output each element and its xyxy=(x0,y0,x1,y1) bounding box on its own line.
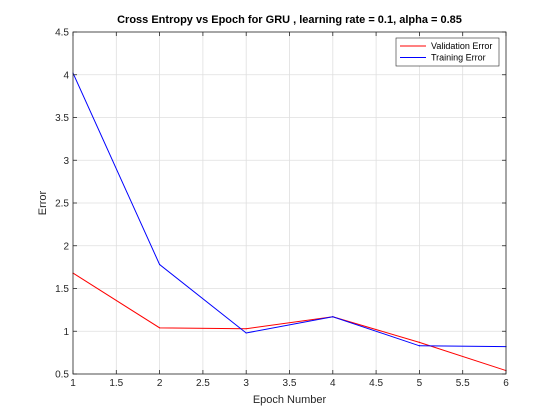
x-tick-label: 1.5 xyxy=(109,378,123,389)
data-point xyxy=(159,327,161,329)
x-tick-label: 4.5 xyxy=(369,378,383,389)
series-line-training-error xyxy=(72,72,507,348)
axis-ticks: 1 1.5 2 2.5 3 3.5 4 4.5 5 5.5 60.511.522.533.544.5 xyxy=(55,28,509,390)
x-tick-label: 3 xyxy=(243,378,249,389)
x-tick-label: 6 xyxy=(503,378,509,389)
x-tick-label: 1 xyxy=(70,378,76,389)
x-tick-label: 4 xyxy=(330,378,336,389)
legend: Validation Error Training Error xyxy=(395,37,500,67)
y-tick-label: 2.5 xyxy=(55,199,69,210)
x-tick-label: 2.5 xyxy=(196,378,210,389)
y-tick-label: 3.5 xyxy=(55,113,69,124)
data-point xyxy=(159,263,161,266)
y-tick-label: 2 xyxy=(63,241,69,252)
x-tick-label: 5 xyxy=(417,378,423,389)
legend-label: Training Error xyxy=(431,53,486,63)
y-tick-label: 1.5 xyxy=(55,284,69,295)
y-tick-label: 4.5 xyxy=(55,28,69,39)
chart-title: Cross Entropy vs Epoch for GRU , learnin… xyxy=(117,14,462,26)
data-point xyxy=(418,341,420,343)
y-tick-label: 3 xyxy=(63,156,69,167)
y-tick-label: 0.5 xyxy=(55,370,69,381)
legend-box xyxy=(395,37,500,67)
x-axis-label: Epoch Number xyxy=(253,394,327,406)
y-tick-label: 4 xyxy=(63,70,69,81)
x-tick-label: 2 xyxy=(157,378,163,389)
data-point xyxy=(245,332,247,334)
data-point xyxy=(245,328,247,330)
legend-label: Validation Error xyxy=(431,41,492,51)
y-tick-label: 1 xyxy=(63,327,69,338)
series-line-validation-error xyxy=(72,272,507,372)
x-tick-label: 3.5 xyxy=(283,378,297,389)
data-point xyxy=(418,345,420,347)
data-point xyxy=(332,316,334,318)
x-tick-label: 5.5 xyxy=(456,378,470,389)
y-axis-label: Error xyxy=(37,190,49,215)
